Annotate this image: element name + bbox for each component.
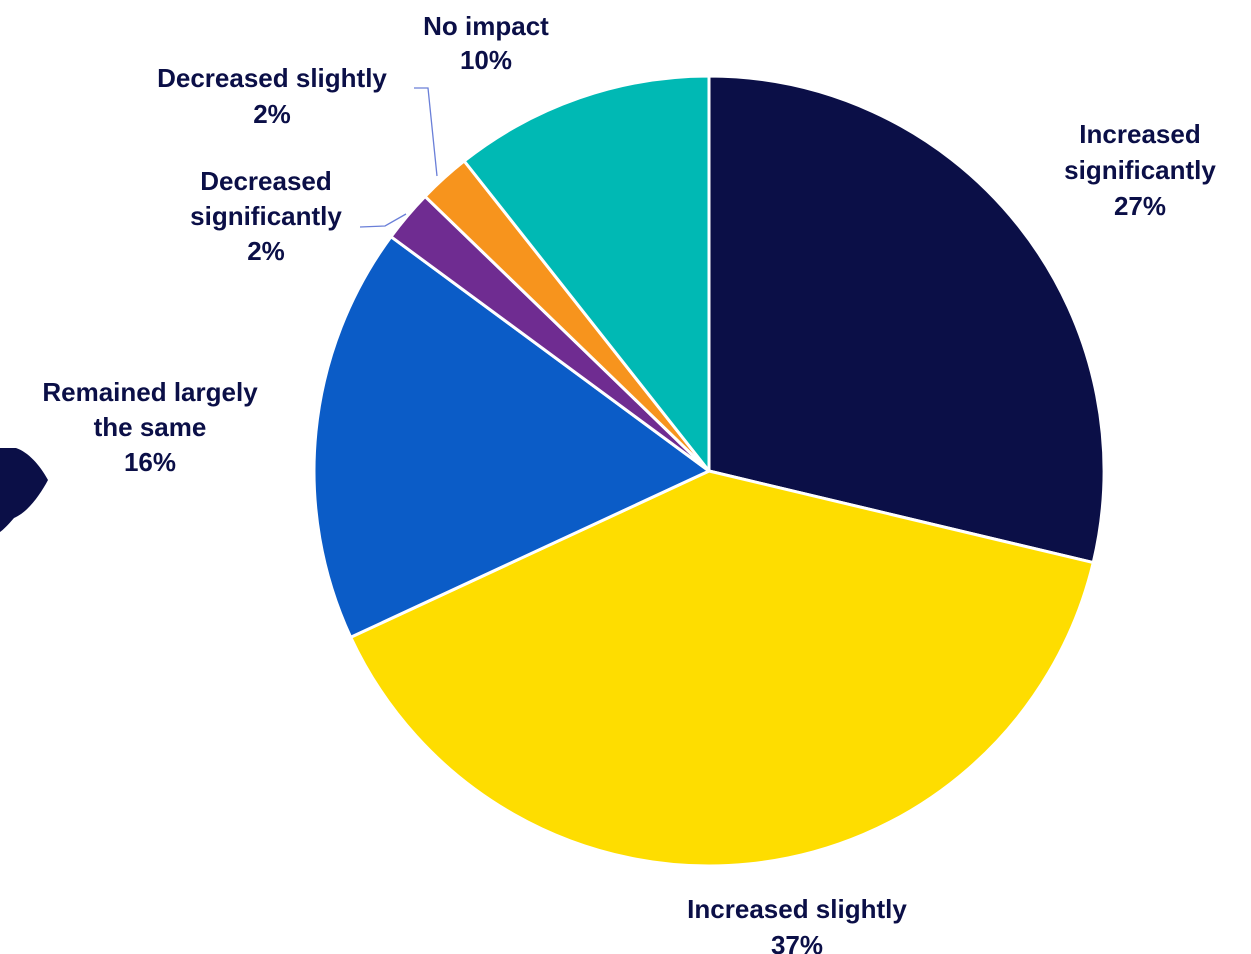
label-text-increased-slightly: Increased slightly [687, 894, 907, 924]
label-text-increased-significantly: significantly [1064, 155, 1216, 185]
label-text-decreased-significantly: significantly [190, 201, 342, 231]
label-text-increased-significantly: Increased [1079, 119, 1200, 149]
label-text-remained-largely-the-same: Remained largely [42, 377, 258, 407]
label-value-decreased-significantly: 2% [247, 236, 285, 266]
label-value-no-impact: 10% [460, 45, 512, 75]
label-no-impact: No impact 10% [423, 11, 549, 75]
pie-slices [312, 74, 1106, 868]
leader-line-decreased-significantly [359, 213, 407, 228]
label-text-no-impact: No impact [423, 11, 549, 41]
label-value-remained-largely-the-same: 16% [124, 447, 176, 477]
label-remained-largely-the-same: Remained largely the same 16% [42, 377, 258, 477]
label-value-decreased-slightly: 2% [253, 99, 291, 129]
label-increased-slightly: Increased slightly 37% [687, 894, 907, 954]
slice-remained-largely-the-same [312, 235, 711, 639]
label-value-increased-significantly: 27% [1114, 191, 1166, 221]
label-decreased-slightly: Decreased slightly 2% [157, 63, 387, 129]
left-edge-decoration [0, 448, 48, 532]
leader-line-decreased-slightly [414, 87, 438, 177]
label-text-remained-largely-the-same: the same [94, 412, 207, 442]
label-value-increased-slightly: 37% [771, 930, 823, 954]
slice-no-impact [462, 74, 711, 473]
label-decreased-significantly: Decreased significantly 2% [190, 166, 342, 266]
label-text-decreased-significantly: Decreased [200, 166, 332, 196]
slice-increased-slightly [349, 469, 1095, 868]
slice-labels: Increased significantly 27% Increased sligh… [42, 11, 1216, 954]
leader-lines [359, 87, 438, 228]
label-text-decreased-slightly: Decreased slightly [157, 63, 387, 93]
label-increased-significantly: Increased significantly 27% [1064, 119, 1216, 221]
slice-increased-significantly [707, 74, 1106, 565]
